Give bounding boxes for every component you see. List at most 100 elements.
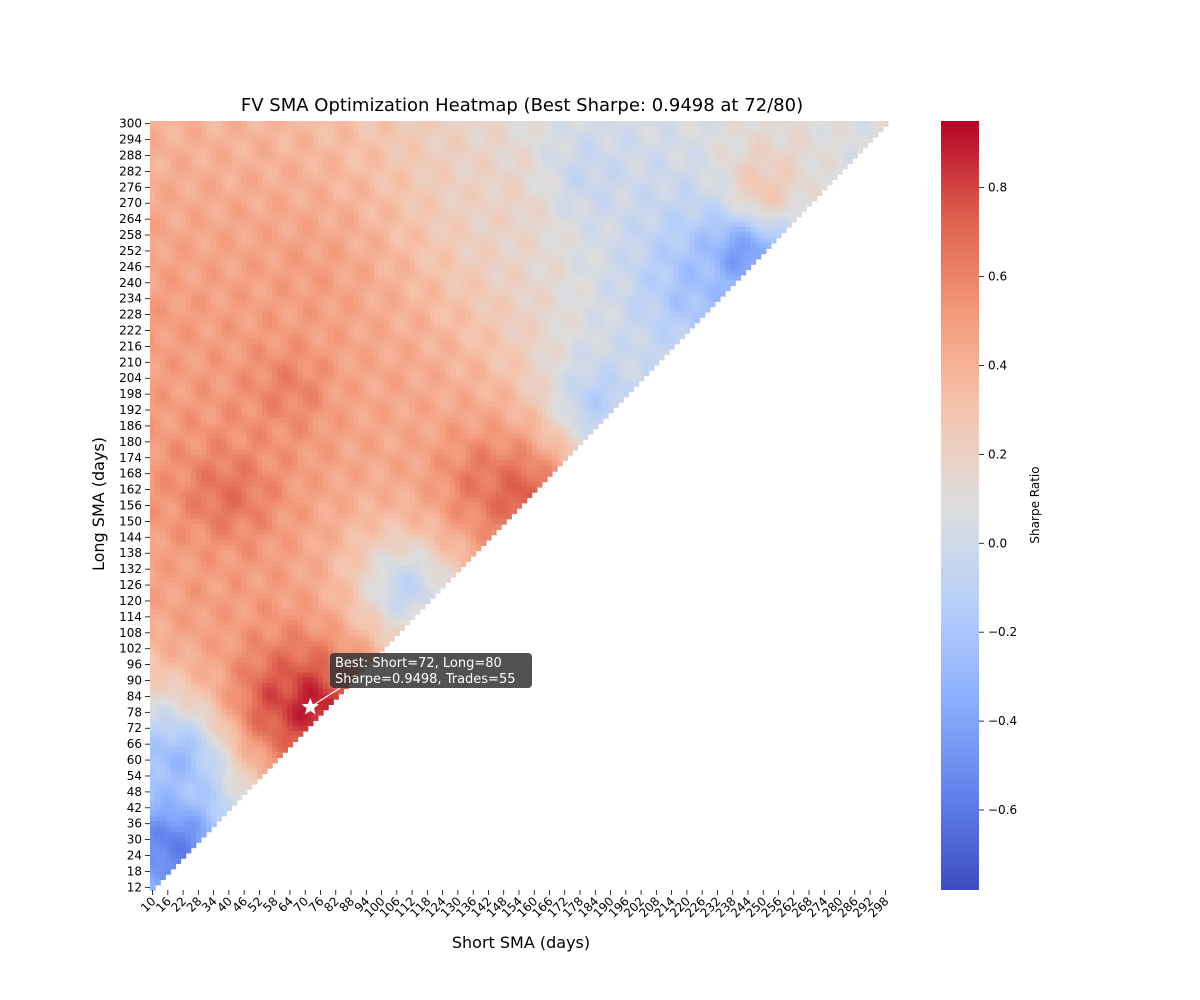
- heatmap-cell: [328, 476, 334, 483]
- heatmap-cell: [221, 189, 227, 196]
- heatmap-cell: [155, 460, 161, 467]
- heatmap-cell: [221, 338, 227, 345]
- heatmap-cell: [317, 471, 324, 477]
- heatmap-cell: [175, 831, 182, 838]
- heatmap-cell: [175, 555, 182, 562]
- heatmap-cell: [292, 301, 299, 308]
- heatmap-cell: [312, 524, 319, 530]
- heatmap-cell: [236, 471, 243, 477]
- heatmap-cell: [200, 799, 207, 806]
- heatmap-cell: [246, 221, 253, 228]
- heatmap-cell: [267, 274, 273, 281]
- heatmap-cell: [261, 502, 268, 509]
- heatmap-cell: [211, 656, 217, 663]
- heatmap-cell: [185, 205, 192, 212]
- heatmap-cell: [282, 534, 289, 541]
- heatmap-cell: [312, 227, 319, 233]
- heatmap-cell: [231, 651, 238, 658]
- heatmap-cell: [180, 184, 187, 191]
- heatmap-cell: [277, 216, 283, 223]
- heatmap-cell: [251, 301, 258, 308]
- heatmap-cell: [226, 163, 233, 170]
- heatmap-cell: [338, 386, 344, 393]
- heatmap-cell: [160, 285, 166, 292]
- heatmap-cell: [180, 593, 187, 599]
- heatmap-cell: [246, 481, 253, 488]
- heatmap-cell: [312, 121, 319, 127]
- heatmap-cell: [205, 248, 212, 255]
- heatmap-cell: [287, 179, 294, 186]
- heatmap-cell: [160, 407, 166, 414]
- heatmap-cell: [221, 306, 227, 313]
- heatmap-cell: [323, 131, 329, 138]
- heatmap-cell: [150, 624, 156, 631]
- heatmap-cell: [307, 179, 314, 186]
- heatmap-cell: [190, 752, 197, 759]
- heatmap-cell: [165, 205, 171, 212]
- heatmap-cell: [333, 417, 339, 424]
- heatmap-cell: [211, 163, 217, 170]
- heatmap-cell: [170, 274, 177, 281]
- heatmap-cell: [160, 524, 166, 530]
- heatmap-cell: [190, 248, 197, 255]
- heatmap-cell: [246, 608, 253, 615]
- heatmap-cell: [348, 311, 355, 318]
- heatmap-cell: [205, 221, 212, 228]
- heatmap-cell: [155, 349, 161, 355]
- heatmap-cell: [251, 752, 258, 759]
- heatmap-cell: [195, 317, 202, 324]
- heatmap-cell: [190, 842, 197, 849]
- heatmap-cell: [226, 296, 233, 302]
- heatmap-cell: [180, 269, 187, 276]
- heatmap-cell: [267, 598, 273, 605]
- heatmap-cell: [256, 301, 263, 308]
- heatmap-cell: [155, 529, 161, 536]
- heatmap-cell: [282, 555, 289, 562]
- heatmap-cell: [302, 147, 309, 154]
- heatmap-cell: [272, 311, 278, 318]
- heatmap-cell: [185, 417, 192, 424]
- heatmap-cell: [348, 248, 355, 255]
- heatmap-cell: [307, 693, 314, 700]
- heatmap-cell: [236, 768, 243, 774]
- heatmap-cell: [165, 821, 171, 827]
- heatmap-cell: [150, 476, 156, 483]
- heatmap-cell: [241, 608, 248, 615]
- heatmap-cell: [221, 301, 227, 308]
- heatmap-cell: [221, 693, 227, 700]
- heatmap-cell: [251, 412, 258, 419]
- heatmap-cell: [190, 693, 197, 700]
- heatmap-cell: [246, 333, 253, 340]
- heatmap-cell: [333, 195, 339, 202]
- heatmap-cell: [165, 126, 171, 133]
- heatmap-cell: [292, 699, 299, 705]
- heatmap-cell: [216, 163, 222, 170]
- heatmap-cell: [343, 555, 350, 562]
- heatmap-cell: [180, 699, 187, 705]
- heatmap-cell: [170, 205, 177, 212]
- heatmap-cell: [170, 364, 177, 371]
- heatmap-cell: [175, 227, 182, 233]
- heatmap-cell: [261, 608, 268, 615]
- heatmap-cell: [150, 423, 156, 430]
- heatmap-cell: [165, 736, 171, 743]
- heatmap-cell: [297, 152, 304, 159]
- heatmap-cell: [200, 444, 207, 451]
- heatmap-cell: [221, 805, 227, 812]
- heatmap-cell: [323, 614, 329, 621]
- heatmap-cell: [236, 364, 243, 371]
- heatmap-cell: [170, 730, 177, 737]
- heatmap-cell: [211, 720, 217, 727]
- heatmap-cell: [317, 683, 324, 690]
- heatmap-cell: [160, 412, 166, 419]
- heatmap-cell: [165, 338, 171, 345]
- heatmap-cell: [343, 258, 350, 265]
- heatmap-cell: [165, 412, 171, 419]
- heatmap-cell: [267, 322, 273, 329]
- heatmap-cell: [231, 296, 238, 302]
- heatmap-cell: [236, 688, 243, 695]
- heatmap-cell: [231, 667, 238, 674]
- heatmap-cell: [272, 386, 278, 393]
- heatmap-cell: [338, 152, 344, 159]
- heatmap-cell: [267, 402, 273, 408]
